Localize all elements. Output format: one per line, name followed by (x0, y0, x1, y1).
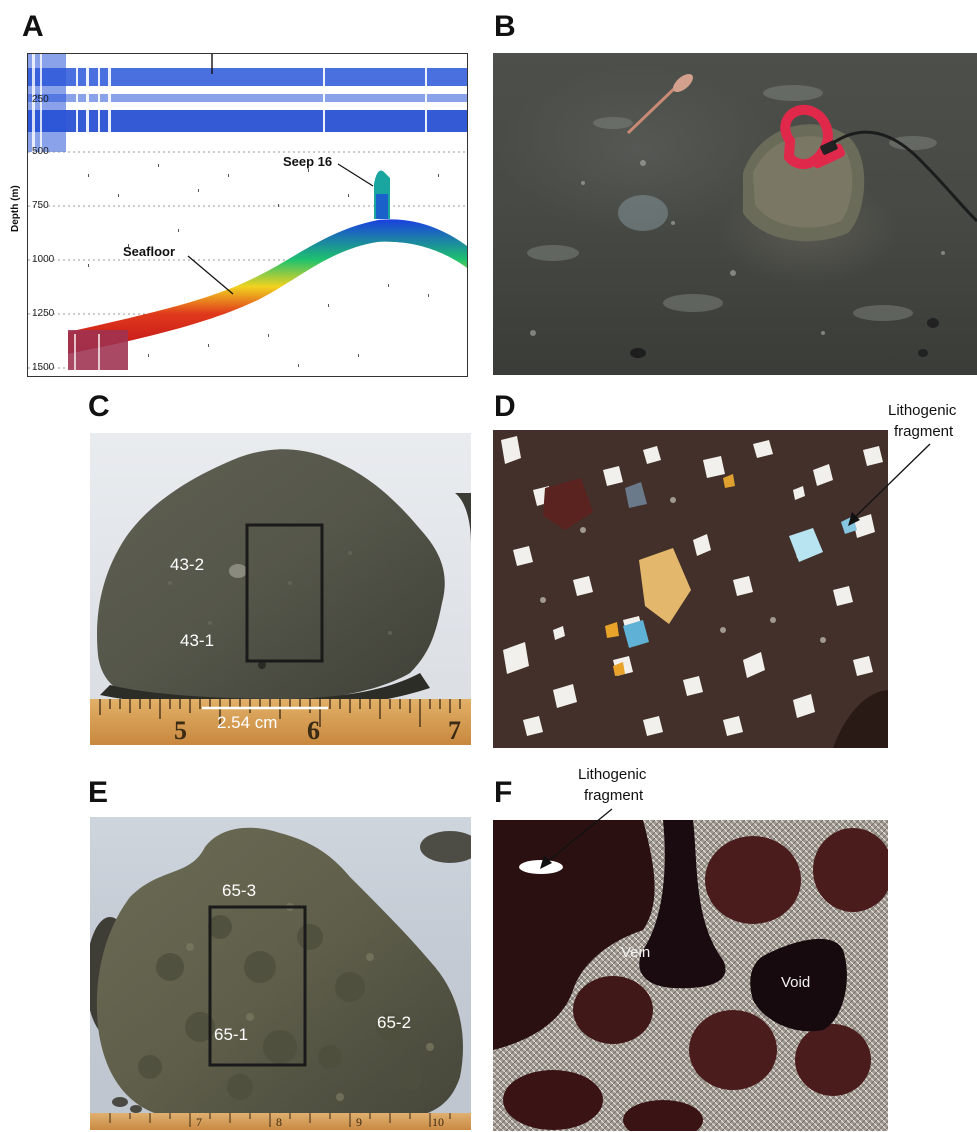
sample-65-3-label: 65-3 (222, 881, 256, 901)
f-annotation-arrow (530, 805, 620, 875)
panel-label-f: F (494, 778, 512, 808)
sample-65-1-label: 65-1 (214, 1025, 248, 1045)
rock-sample-65-photo: 65-3 65-1 65-2 7 8 9 10 (90, 817, 471, 1130)
void-label: Void (781, 974, 810, 991)
f-annotation-line2: fragment (584, 787, 643, 804)
ruler-e-number-10: 10 (432, 1115, 444, 1130)
ruler-e-number-8: 8 (276, 1115, 282, 1130)
sample-65-2-label: 65-2 (377, 1013, 411, 1033)
panel-label-a: A (22, 12, 44, 42)
thin-section-d-photo (493, 430, 888, 748)
sample-43-1-label: 43-1 (180, 631, 214, 651)
rock-sample-65-image (90, 817, 471, 1130)
seafloor-scene (493, 53, 977, 375)
tick-750: 750 (32, 200, 49, 211)
ruler-e-number-9: 9 (356, 1115, 362, 1130)
tick-1000: 1000 (32, 254, 54, 265)
echogram-panel: Seep 16 Seafloor 250 500 750 1000 1250 1… (27, 53, 468, 377)
depth-axis-label: Depth (m) (10, 185, 21, 232)
vein-label: Vein (621, 944, 650, 961)
ruler-number-6: 6 (307, 716, 320, 745)
tick-250: 250 (32, 94, 49, 105)
sample-43-2-label: 43-2 (170, 555, 204, 575)
scale-bar-label: 2.54 cm (217, 713, 277, 733)
seafloor-label: Seafloor (123, 244, 175, 259)
ruler-number-5: 5 (174, 716, 187, 745)
tick-1500: 1500 (32, 362, 54, 373)
panel-label-d: D (494, 392, 516, 422)
tick-1250: 1250 (32, 308, 54, 319)
panel-label-b: B (494, 12, 516, 42)
ruler-e-number-7: 7 (196, 1115, 202, 1130)
rock-sample-43-photo: 43-2 43-1 2.54 cm 5 6 7 (90, 433, 471, 745)
thin-section-d-image (493, 430, 888, 748)
ruler-number-7: 7 (448, 716, 461, 745)
d-annotation-line1: Lithogenic (888, 402, 956, 419)
panel-label-c: C (88, 392, 110, 422)
echogram-image (28, 54, 467, 376)
d-annotation-line2: fragment (894, 423, 953, 440)
rock-sample-43-image (90, 433, 471, 745)
panel-label-e: E (88, 778, 108, 808)
f-annotation-line1: Lithogenic (578, 766, 646, 783)
tick-500: 500 (32, 146, 49, 157)
seep-16-label: Seep 16 (283, 154, 332, 169)
seafloor-photo (493, 53, 977, 375)
d-annotation-arrow (840, 440, 940, 530)
